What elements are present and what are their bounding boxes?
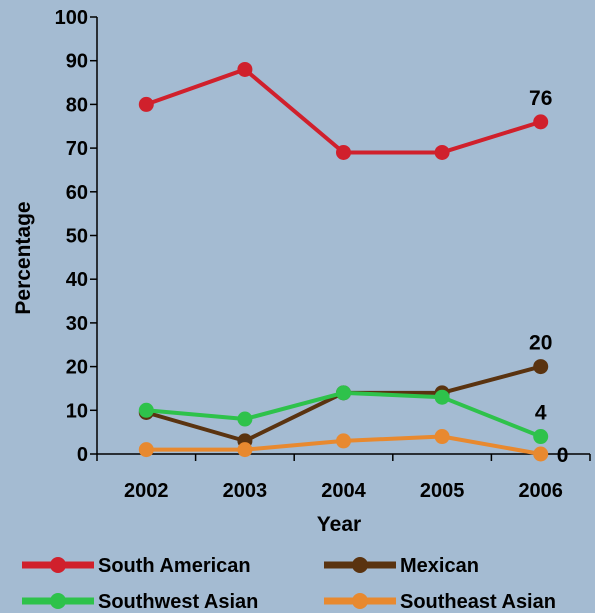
data-point [138, 402, 154, 418]
y-tick-label: 20 [66, 357, 88, 379]
y-tick-label: 0 [77, 444, 88, 466]
legend-label: Southeast Asian [400, 591, 556, 613]
legend: South American Mexican Southwest Asian Sout… [22, 555, 556, 613]
data-point [434, 389, 450, 405]
data-labels: 76 20 40 [529, 87, 568, 467]
legend-swatch-marker [352, 557, 368, 573]
x-axis-title: Year [317, 513, 361, 536]
series-southeast-asian [138, 429, 549, 462]
data-point [533, 446, 549, 462]
legend-swatch-marker [50, 557, 66, 573]
legend-item: Mexican [324, 555, 479, 577]
y-tick-label: 30 [66, 313, 88, 335]
legend-label: Mexican [400, 555, 479, 577]
data-point [237, 411, 253, 427]
x-tick-label: 2005 [420, 480, 465, 502]
data-point [434, 429, 450, 445]
x-tick-label: 2006 [518, 480, 563, 502]
y-tick-label: 100 [55, 7, 88, 29]
data-point [533, 359, 549, 375]
series-south-american [138, 61, 549, 160]
series-layer [138, 61, 549, 462]
legend-label: South American [98, 555, 251, 577]
x-tick-label: 2004 [321, 480, 366, 502]
data-label: 0 [557, 444, 569, 467]
legend-item: South American [22, 555, 251, 577]
series-line [145, 67, 542, 155]
data-point [336, 385, 351, 401]
data-point [336, 144, 351, 160]
data-point [533, 114, 549, 130]
x-tick-label: 2003 [223, 480, 268, 502]
series-line [145, 364, 542, 443]
data-point [237, 61, 253, 77]
data-point [533, 429, 549, 445]
y-tick-label: 80 [66, 94, 88, 116]
data-point [336, 433, 351, 449]
series-southwest-asian [138, 385, 549, 445]
y-tick-label: 70 [66, 138, 88, 160]
y-tick-label: 50 [66, 226, 88, 248]
y-tick-label: 40 [66, 269, 88, 291]
y-tick-label: 90 [66, 51, 88, 73]
legend-item: Southeast Asian [324, 591, 556, 613]
y-tick-label: 10 [66, 400, 88, 422]
y-axis-title: Percentage [12, 201, 35, 314]
legend-swatch-marker [50, 593, 66, 609]
data-point [434, 144, 450, 160]
legend-item: Southwest Asian [22, 591, 258, 613]
y-tick-label: 60 [66, 182, 88, 204]
data-label: 20 [529, 332, 552, 355]
data-point [138, 442, 154, 458]
legend-swatch-marker [352, 593, 368, 609]
data-label: 4 [535, 402, 547, 425]
data-point [237, 442, 253, 458]
x-tick-label: 2002 [124, 480, 169, 502]
data-label: 76 [529, 87, 552, 110]
data-point [138, 96, 154, 112]
legend-label: Southwest Asian [98, 591, 258, 613]
